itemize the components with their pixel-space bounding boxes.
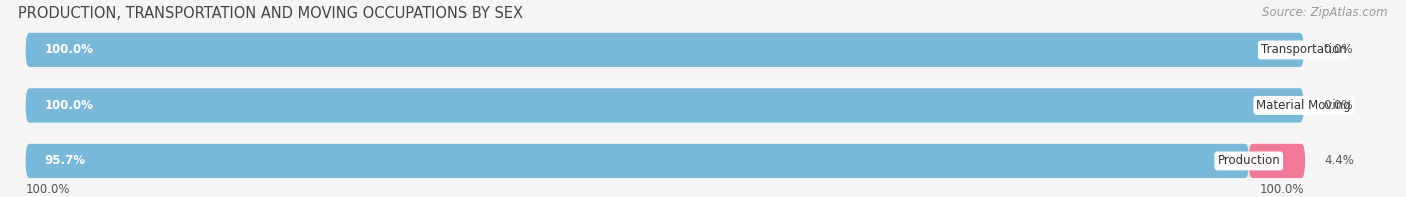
Text: 0.0%: 0.0% [1323, 99, 1353, 112]
Text: Production: Production [1218, 154, 1279, 167]
FancyBboxPatch shape [25, 144, 1249, 178]
FancyBboxPatch shape [25, 88, 1303, 123]
Text: Source: ZipAtlas.com: Source: ZipAtlas.com [1263, 6, 1388, 19]
FancyBboxPatch shape [25, 88, 1303, 123]
FancyBboxPatch shape [25, 33, 1303, 67]
FancyBboxPatch shape [1249, 144, 1305, 178]
FancyBboxPatch shape [25, 144, 1303, 178]
Text: Material Moving: Material Moving [1257, 99, 1351, 112]
Text: 4.4%: 4.4% [1324, 154, 1354, 167]
Text: Transportation: Transportation [1261, 44, 1347, 57]
Text: 0.0%: 0.0% [1323, 44, 1353, 57]
Text: 100.0%: 100.0% [1260, 183, 1303, 196]
FancyBboxPatch shape [25, 33, 1303, 67]
Text: 100.0%: 100.0% [25, 183, 70, 196]
Text: PRODUCTION, TRANSPORTATION AND MOVING OCCUPATIONS BY SEX: PRODUCTION, TRANSPORTATION AND MOVING OC… [18, 6, 523, 21]
Text: 95.7%: 95.7% [45, 154, 86, 167]
Text: 100.0%: 100.0% [45, 99, 94, 112]
Text: 100.0%: 100.0% [45, 44, 94, 57]
